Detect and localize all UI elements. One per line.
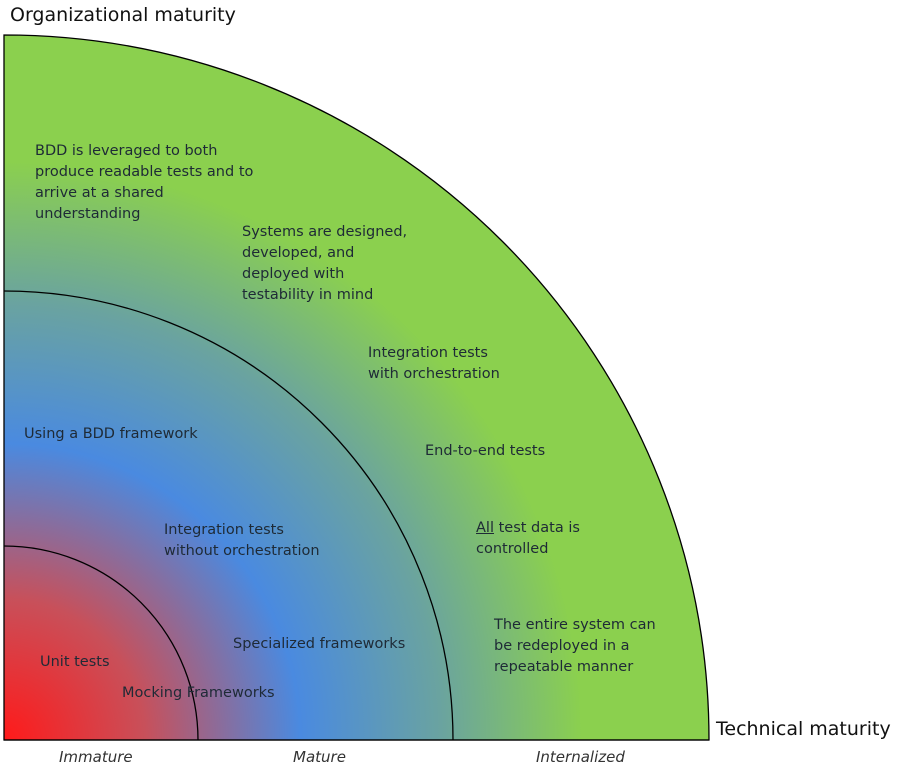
note-end-to-end-tests: End-to-end tests [425,443,546,459]
note-integration-tests-with-orchestration: Integration tests with orchestration [368,345,500,382]
note-test-data-rest: test data is controlled [476,520,580,557]
note-unit-tests: Unit tests [40,654,110,670]
middle-ring-mature-boundary [3,290,454,741]
note-mocking-frameworks: Mocking Frameworks [122,685,275,701]
note-designed-for-testability: Systems are designed, developed, and dep… [242,224,408,303]
inner-ring-immature-boundary [3,545,199,741]
note-system-redeployable: The entire system can be redeployed in a… [494,617,656,675]
outer-ring-internalized [3,34,710,741]
note-bdd-framework: Using a BDD framework [24,426,198,442]
stage-label-internalized: Internalized [536,748,625,766]
stage-label-mature: Mature [293,748,346,766]
y-axis-title: Organizational maturity [10,4,236,26]
stage-label-immature: Immature [59,748,133,766]
note-test-data-controlled: All test data is controlled [476,518,580,560]
note-test-data-all-underlined: All [476,520,494,536]
note-specialized-frameworks: Specialized frameworks [233,636,406,652]
x-axis-title: Technical maturity [716,718,891,740]
note-bdd-shared-understanding: BDD is leveraged to both produce readabl… [35,143,254,222]
note-integration-tests-without-orchestration: Integration tests without orchestration [164,522,320,559]
